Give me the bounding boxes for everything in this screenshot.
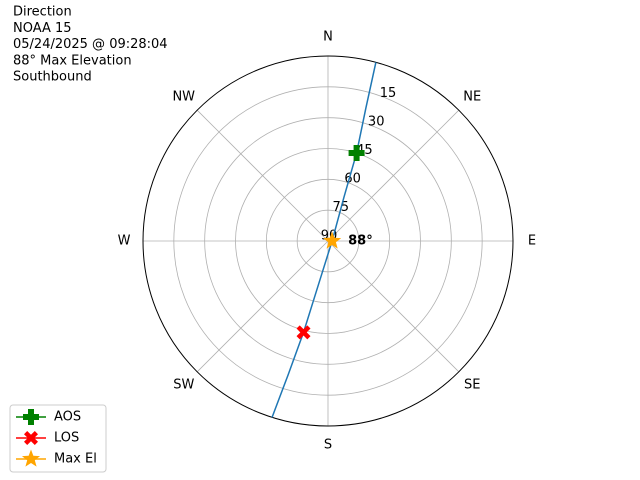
outer-ring	[142, 55, 514, 427]
grid-spoke	[327, 240, 460, 373]
direction-label: SW	[173, 378, 194, 393]
info-line: NOAA 15	[13, 21, 72, 36]
info-line: 88° Max Elevation	[13, 53, 132, 68]
grid-spoke	[196, 240, 329, 373]
marker-los	[24, 431, 38, 445]
marker-los	[296, 325, 311, 340]
marker-maxel	[21, 449, 41, 467]
direction-label: SE	[464, 378, 480, 393]
direction-label: W	[118, 234, 131, 249]
marker-maxel	[323, 231, 342, 249]
info-line: 05/24/2025 @ 09:28:04	[13, 37, 168, 52]
direction-label: N	[323, 30, 333, 45]
direction-label: E	[528, 234, 536, 249]
grid-spoke	[327, 109, 460, 242]
direction-label: NE	[463, 89, 481, 104]
direction-label: S	[324, 438, 332, 453]
radial-tick-label: 15	[380, 86, 397, 101]
info-line: Southbound	[13, 70, 92, 85]
info-line: Direction	[13, 5, 72, 20]
radial-tick-label: 60	[344, 172, 361, 187]
direction-label: NW	[172, 89, 195, 104]
max-el-annotation: 88°	[348, 234, 373, 249]
marker-aos	[348, 145, 365, 162]
radial-tick-label: 30	[368, 115, 385, 130]
legend-label: Max El	[54, 452, 97, 467]
legend-label: LOS	[54, 431, 79, 446]
legend-label: AOS	[54, 410, 81, 425]
marker-aos	[23, 409, 39, 425]
grid-spoke	[196, 109, 329, 242]
